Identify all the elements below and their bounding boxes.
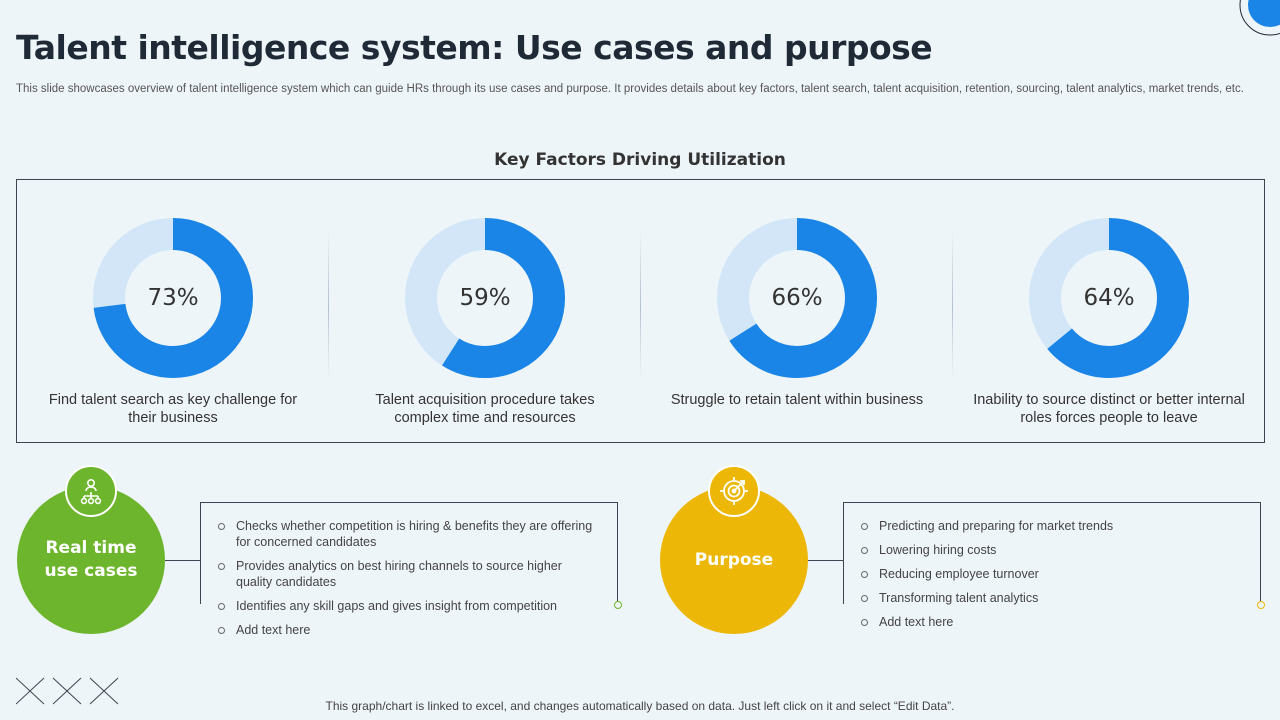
use-cases-title-line1: Real time [45,538,137,558]
list-item: Identifies any skill gaps and gives insi… [216,598,601,614]
donut-value-arc [93,218,253,378]
use-cases-title-line2: use cases [44,561,138,581]
list-item: Provides analytics on best hiring channe… [216,558,601,590]
list-item: Reducing employee turnover [859,566,1244,582]
list-item: Lowering hiring costs [859,542,1244,558]
donut-chart [717,218,877,378]
donut-value-label: 64% [1083,285,1135,311]
donut-value-arc [405,218,565,378]
bracket-end-dot [614,601,622,609]
factors-panel: 73% Find talent search as key challenge … [16,179,1265,443]
factor-card: 66% Struggle to retain talent within bus… [641,180,953,442]
factor-caption: Find talent search as key challenge for … [48,392,298,426]
donut-chart [1029,218,1189,378]
donut-chart [93,218,253,378]
list-item: Add text here [859,614,1244,630]
purpose-title: Purpose [694,549,774,570]
donut-value-label: 66% [771,285,823,311]
donut-value-arc [717,218,877,378]
bracket-end-dot [1257,601,1265,609]
factor-caption: Struggle to retain talent within busines… [670,392,924,408]
list-item: Add text here [216,622,601,638]
use-cases-list: Checks whether competition is hiring & b… [216,518,601,646]
purpose-bracket [843,502,1261,604]
page-title: Talent intelligence system: Use cases an… [16,28,933,67]
list-item: Transforming talent analytics [859,590,1244,606]
corner-decoration [1239,0,1280,36]
list-item: Predicting and preparing for market tren… [859,518,1244,534]
network-people-icon [80,479,102,505]
footnote: This graph/chart is linked to excel, and… [325,699,955,713]
donut-chart [405,218,565,378]
divider [952,230,953,380]
use-cases-bracket [200,502,618,604]
use-cases-icon-badge [65,465,117,517]
factor-card: 73% Find talent search as key challenge … [17,180,329,442]
factor-card: 64% Inability to source distinct or bett… [953,180,1265,442]
connector-line [165,560,200,561]
factor-card: 59% Talent acquisition procedure takes c… [329,180,641,442]
factor-caption: Talent acquisition procedure takes compl… [375,392,595,426]
connector-line [808,560,843,561]
page-subtitle: This slide showcases overview of talent … [16,83,1244,95]
purpose-list: Predicting and preparing for market tren… [859,518,1244,638]
donut-value-label: 59% [459,285,511,311]
list-item: Checks whether competition is hiring & b… [216,518,601,550]
donut-value-arc [1029,218,1189,378]
cross-pattern-decoration [16,677,119,705]
divider [640,230,641,380]
purpose-icon-badge [708,465,760,517]
section-heading: Key Factors Driving Utilization [494,150,786,170]
target-icon [720,477,748,505]
donut-value-label: 73% [147,285,199,311]
factor-caption: Inability to source distinct or better i… [973,392,1245,426]
divider [328,230,329,380]
